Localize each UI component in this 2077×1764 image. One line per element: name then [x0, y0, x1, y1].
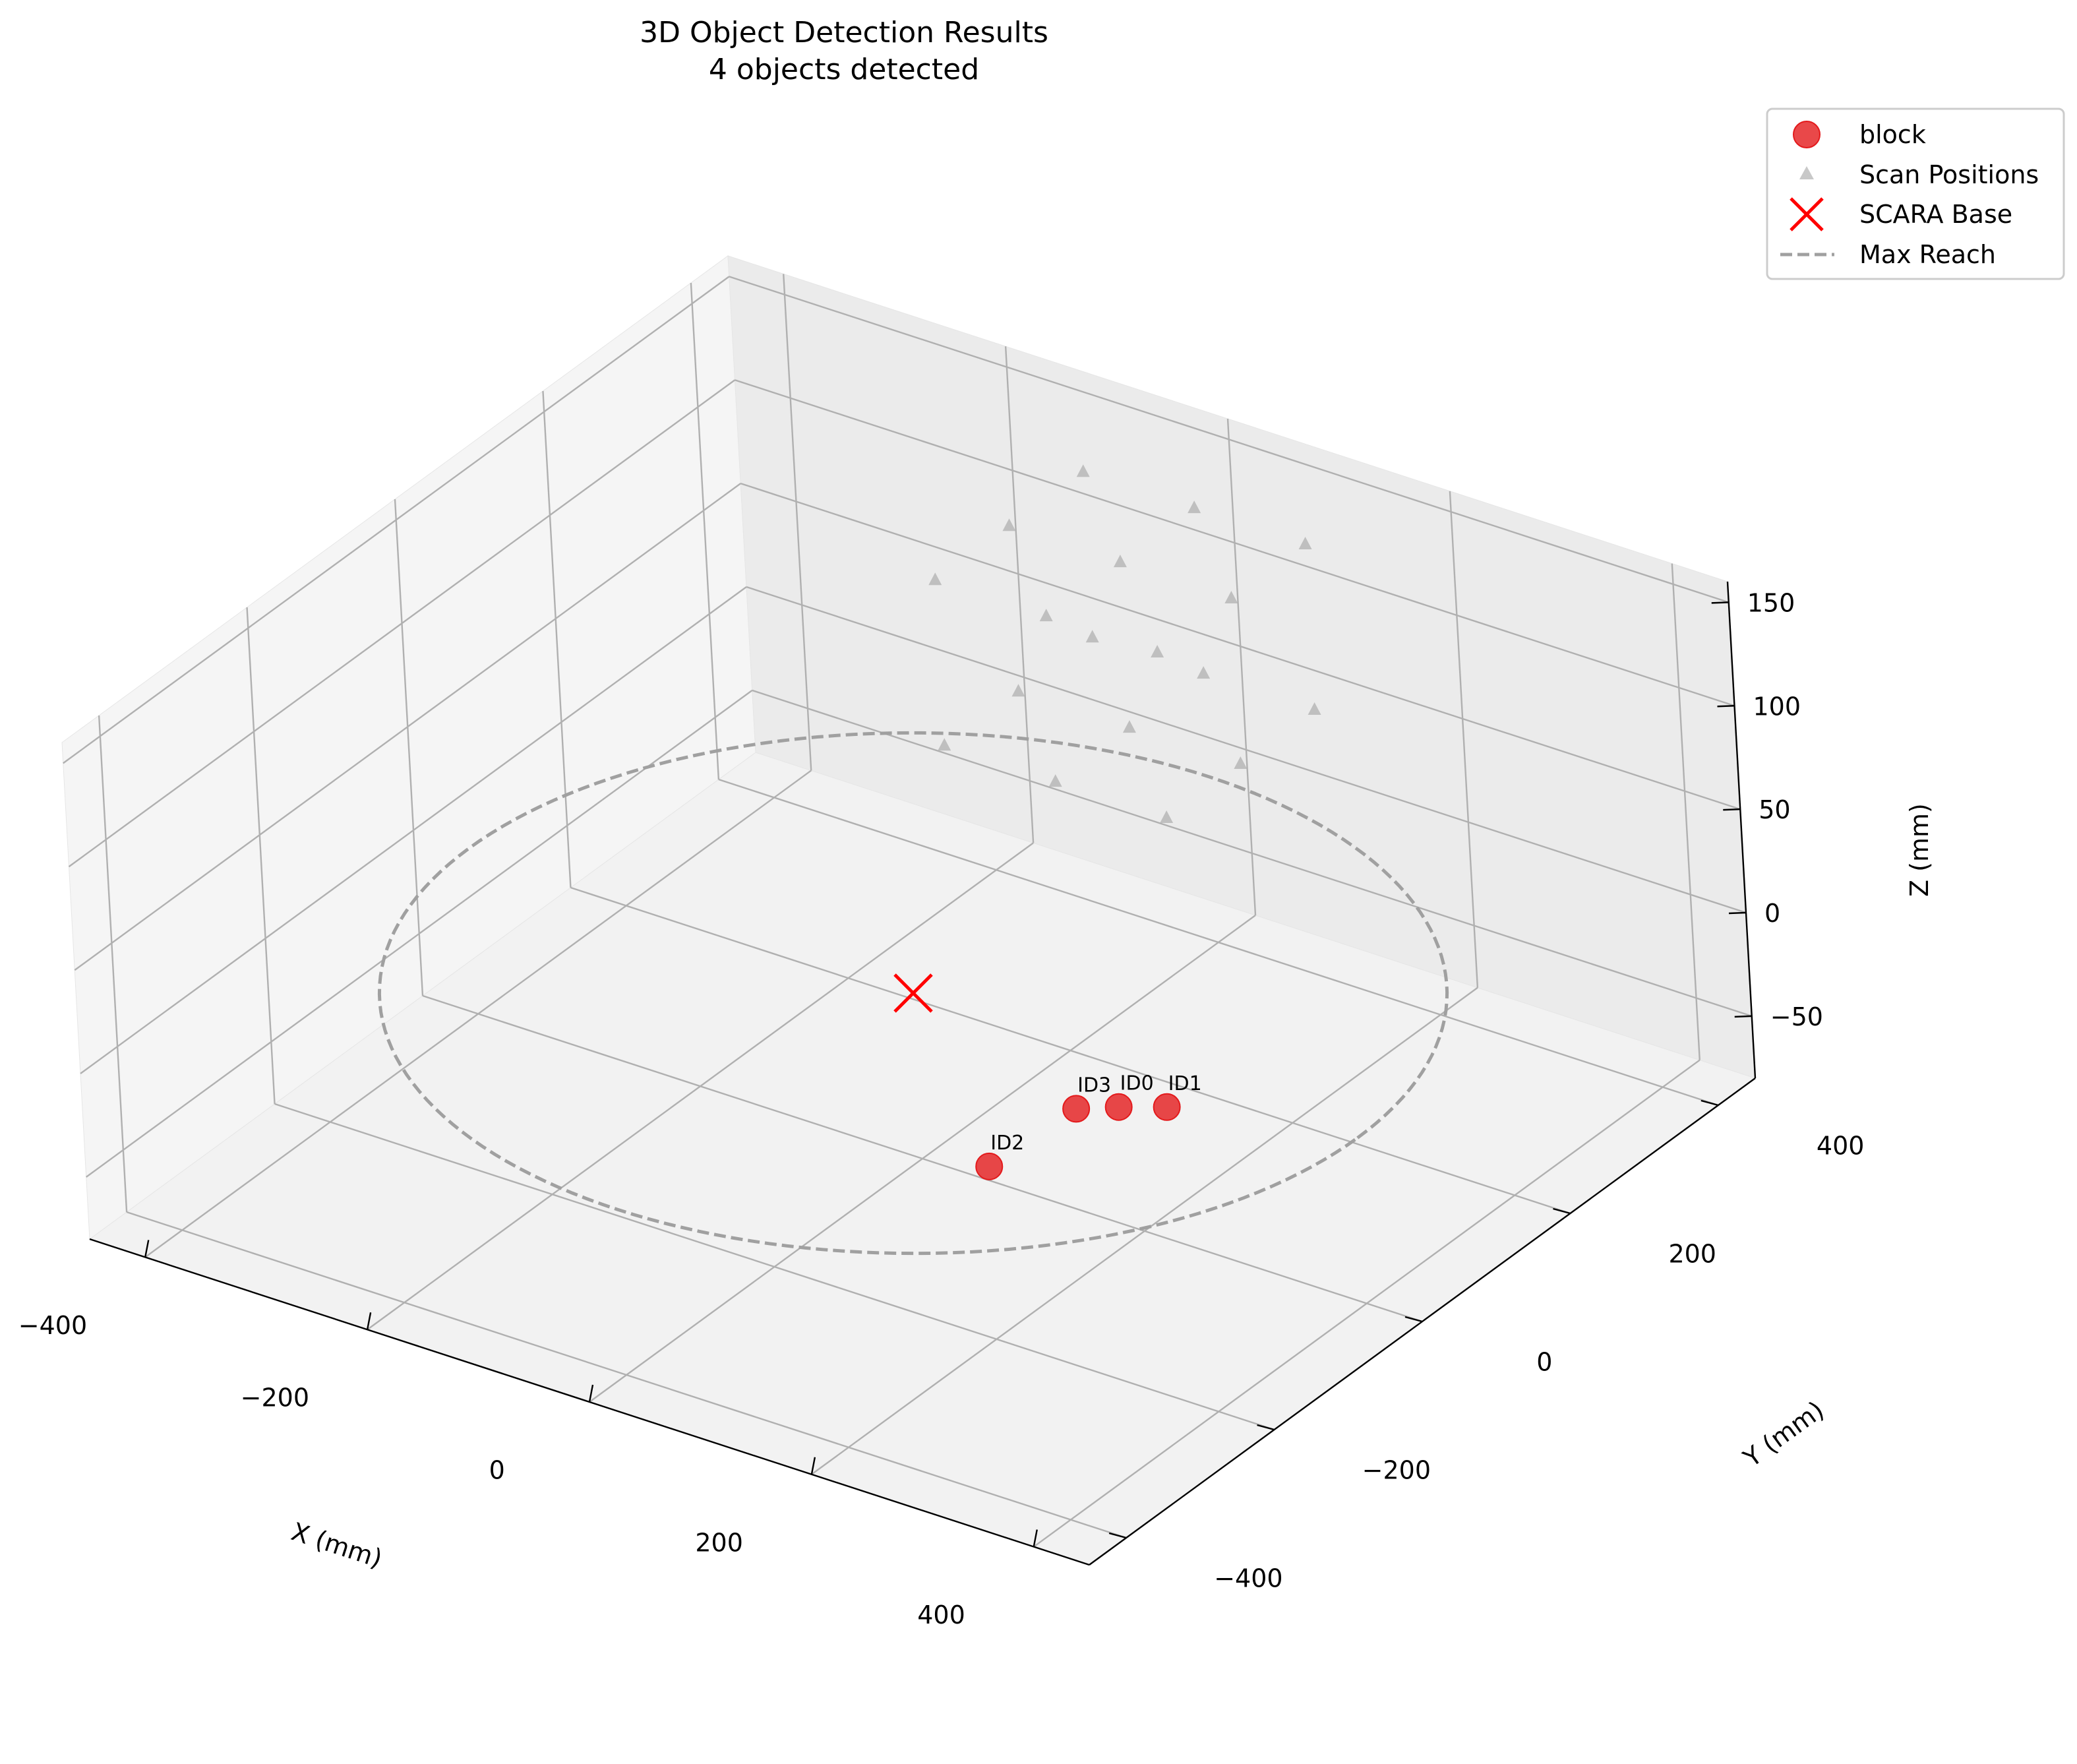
legend-label-scan-positions: Scan Positions: [1859, 160, 2039, 189]
y-tick-label: 400: [1817, 1131, 1865, 1160]
scan-position-marker: [1151, 645, 1164, 658]
z-tick-label: 100: [1753, 692, 1801, 721]
x-tick-label: 400: [917, 1600, 965, 1629]
y-tick-mark: [1108, 1532, 1127, 1539]
scan-position-marker: [1308, 702, 1321, 715]
z-gridline-back: [729, 276, 1730, 603]
z-tick-mark: [1734, 1015, 1752, 1018]
scan-position-marker: [1039, 609, 1053, 622]
y-gridline-left: [542, 390, 572, 888]
scan-position-marker: [1197, 666, 1211, 679]
scan-position-marker: [1113, 555, 1127, 568]
scan-position-marker: [1085, 630, 1099, 643]
z-tick-label: 0: [1764, 899, 1780, 928]
y-gridline-left: [690, 282, 720, 780]
x-tick-label: −400: [18, 1311, 87, 1340]
x-tick-mark: [810, 1457, 816, 1475]
scan-position-marker: [1298, 537, 1312, 550]
y-tick-label: 200: [1668, 1239, 1716, 1268]
block-id-label: ID3: [1077, 1074, 1111, 1097]
x-tick-mark: [144, 1240, 150, 1258]
block-id-label: ID2: [990, 1132, 1024, 1155]
block-id-label: ID1: [1168, 1072, 1202, 1095]
y-gridline-left: [246, 607, 276, 1105]
x-tick-label: 200: [695, 1528, 743, 1557]
x-gridline-back: [1226, 418, 1257, 916]
legend-label-max-reach: Max Reach: [1859, 240, 1996, 269]
z-gridline-left: [63, 276, 730, 764]
scan-position-marker: [1011, 684, 1025, 697]
z-gridline-back: [752, 689, 1753, 1018]
z-tick-label: 150: [1747, 588, 1795, 617]
scara-base-marker: [893, 973, 933, 1013]
z-tick-label: −50: [1770, 1002, 1823, 1031]
y-gridline-floor: [274, 1103, 1275, 1431]
scan-position-marker: [1224, 591, 1238, 604]
scan-position-marker: [1122, 720, 1136, 733]
max-reach-circle: [377, 731, 1449, 1256]
x-gridline-back: [783, 274, 812, 771]
y-tick-mark: [1553, 1207, 1571, 1215]
scan-position-marker: [1002, 518, 1016, 532]
legend-block-marker: [1793, 121, 1821, 148]
scan-position-marker: [1160, 810, 1174, 824]
z-gridline-left: [80, 586, 747, 1074]
scan-position-marker: [1234, 756, 1248, 770]
legend-box: [1766, 107, 2065, 280]
z-tick-mark: [1723, 808, 1741, 811]
legend-scan-marker: [1799, 166, 1814, 179]
scan-position-marker: [928, 572, 942, 586]
z-axis-line: [1726, 581, 1757, 1079]
x-tick-label: 0: [489, 1456, 505, 1485]
y-tick-label: 0: [1536, 1347, 1552, 1376]
axes-3d: −400 −200 0 200 400 −400 −200 0 200 400 −50 0 50 100 1…: [18, 255, 1934, 1629]
y-gridline-floor: [718, 778, 1719, 1107]
y-gridline-floor: [570, 886, 1571, 1215]
scan-position-marker: [1076, 464, 1090, 477]
z-gridline-left: [86, 689, 753, 1178]
z-gridline-back: [735, 379, 1735, 707]
z-gridline-left: [68, 379, 736, 868]
y-gridline-floor: [126, 1211, 1127, 1539]
chart-subtitle: 4 objects detected: [709, 53, 979, 86]
y-tick-mark: [1404, 1316, 1423, 1323]
y-tick-label: −400: [1214, 1564, 1282, 1593]
block-id-label: ID0: [1120, 1072, 1154, 1095]
chart-title: 3D Object Detection Results: [640, 16, 1048, 49]
y-gridline-left: [98, 715, 128, 1213]
scan-position-marker: [1188, 501, 1201, 514]
z-gridline-back: [746, 586, 1747, 914]
legend-label-block: block: [1859, 120, 1926, 149]
block-marker: [1062, 1095, 1091, 1123]
x-tick-mark: [588, 1384, 594, 1403]
scan-position-marker: [938, 738, 951, 751]
legend: block Scan Positions SCARA Base Max Reac…: [1766, 107, 2065, 280]
block-marker: [1153, 1093, 1181, 1121]
x-tick-label: −200: [241, 1384, 309, 1413]
block-marker: [1104, 1093, 1133, 1121]
z-gridline-left: [74, 483, 741, 971]
x-tick-mark: [366, 1312, 372, 1330]
y-gridline-left: [394, 499, 424, 996]
block-marker: [975, 1152, 1004, 1180]
z-gridline-back: [740, 482, 1741, 810]
y-gridline-floor: [422, 994, 1423, 1323]
z-tick-mark: [1711, 601, 1729, 604]
x-gridline-back: [1004, 346, 1035, 843]
scan-position-marker: [1048, 774, 1062, 787]
z-tick-label: 50: [1759, 795, 1790, 824]
y-tick-mark: [1257, 1424, 1275, 1431]
z-axis-title: Z (mm): [1905, 803, 1934, 897]
legend-label-scara-base: SCARA Base: [1859, 200, 2012, 229]
y-tick-label: −200: [1362, 1455, 1431, 1484]
x-tick-mark: [1033, 1529, 1038, 1547]
x-gridline-back: [1671, 563, 1701, 1060]
legend-scara-marker: [1790, 197, 1824, 231]
x-gridline-back: [1449, 491, 1479, 988]
y-tick-mark: [1701, 1099, 1719, 1107]
